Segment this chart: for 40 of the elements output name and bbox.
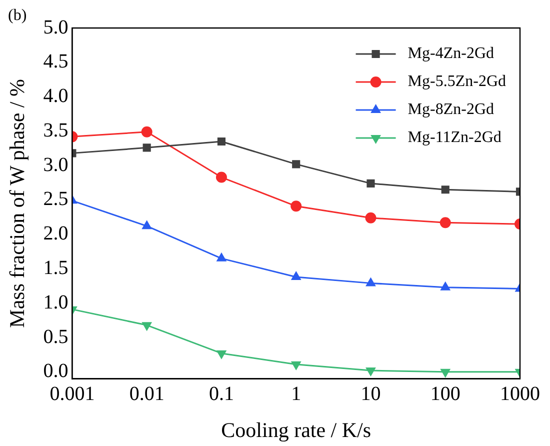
point — [292, 160, 300, 168]
x-tick-label: 1000 — [500, 383, 540, 406]
point — [216, 350, 226, 359]
legend-label: Mg-8Zn-2Gd — [408, 101, 494, 118]
y-tick-label: 1.5 — [43, 256, 68, 279]
legend-label: Mg-11Zn-2Gd — [408, 129, 502, 146]
legend-label: Mg-5.5Zn-2Gd — [408, 73, 506, 90]
y-tick-label: 3.0 — [43, 154, 68, 176]
y-tick-label: 0.0 — [43, 360, 68, 382]
point — [291, 361, 301, 370]
x-tick-label: 0.01 — [129, 383, 164, 406]
point — [440, 368, 450, 378]
point — [365, 212, 376, 224]
point — [217, 137, 226, 146]
point — [366, 179, 375, 188]
y-tick-label: 4.5 — [43, 50, 68, 73]
point — [141, 126, 152, 138]
y-tick-label: 2.0 — [43, 222, 68, 245]
x-tick-label: 100 — [430, 383, 460, 406]
text: (b) — [8, 7, 27, 24]
x-tick-label: 0.001 — [50, 383, 95, 406]
y-tick-label: 0.5 — [43, 326, 68, 348]
y-tick-label: 5.0 — [43, 16, 68, 38]
y-tick-label: 2.5 — [43, 188, 68, 210]
point — [142, 322, 152, 331]
x-tick-label: 10 — [360, 383, 381, 406]
x-tick-label: 1 — [291, 383, 302, 406]
point — [440, 217, 451, 228]
point — [290, 200, 302, 212]
x-tick-label: 0.1 — [208, 383, 234, 406]
y-tick-label: 4.0 — [43, 85, 68, 108]
point — [142, 144, 151, 152]
y-tick-label: 3.5 — [43, 119, 68, 142]
legend-label: Mg-4Zn-2Gd — [408, 45, 494, 62]
point — [216, 172, 227, 183]
point — [366, 368, 376, 376]
point — [441, 186, 450, 194]
x-axis-title: Cooling rate / K/s — [221, 418, 372, 442]
y-tick-label: 1.0 — [43, 291, 68, 314]
y-axis-title: Mass fraction of W phase / % — [5, 78, 30, 328]
